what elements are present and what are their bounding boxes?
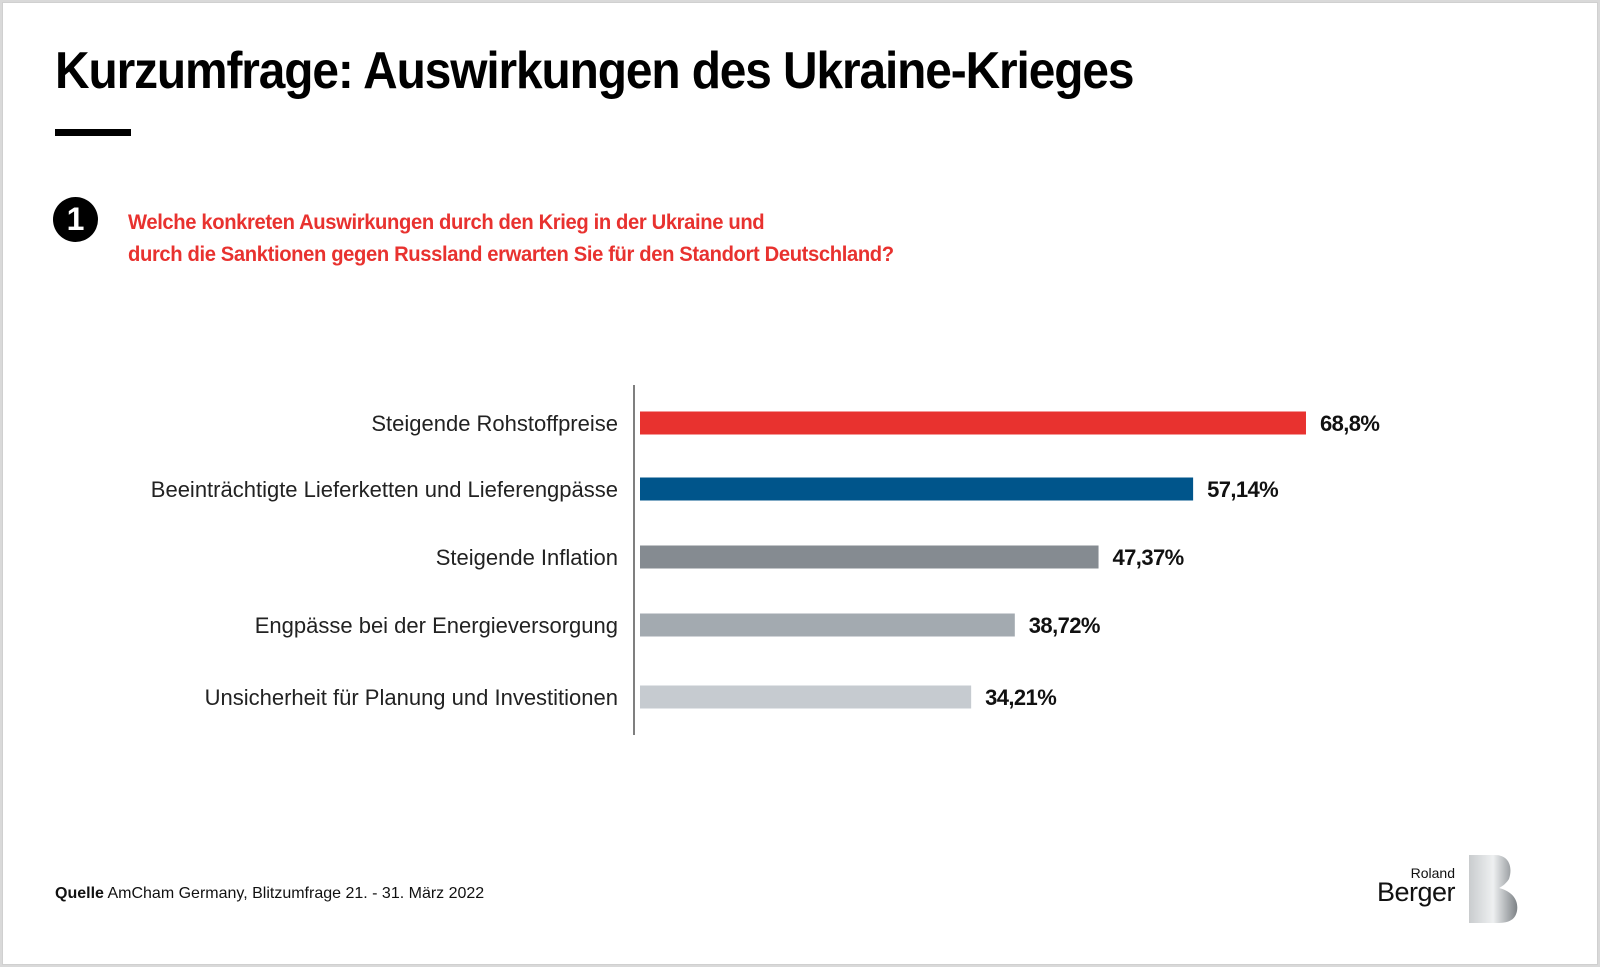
bar [640, 411, 1306, 435]
bar [640, 685, 972, 709]
page-title: Kurzumfrage: Auswirkungen des Ukraine-Kr… [55, 42, 1134, 100]
source-note: Quelle AmCham Germany, Blitzumfrage 21. … [55, 885, 484, 903]
source-label: Quelle [55, 885, 104, 902]
logo-text-roland: Roland [1410, 865, 1455, 881]
survey-question: Welche konkreten Auswirkungen durch den … [128, 206, 894, 270]
value-label: 57,14% [1207, 477, 1278, 502]
bar [640, 613, 1015, 637]
logo-text-berger: Berger [1376, 877, 1456, 907]
bar [640, 545, 1099, 569]
bar [640, 477, 1194, 501]
bar-chart: Steigende Rohstoffpreise 68,8% Beeinträcht… [151, 385, 1380, 735]
category-label: Engpässe bei der Energieversorgung [255, 613, 618, 638]
value-label: 38,72% [1029, 613, 1100, 638]
question-number-badge: 1 [53, 197, 98, 242]
category-label: Unsicherheit für Planung und Investition… [205, 685, 618, 710]
value-label: 47,37% [1113, 545, 1184, 570]
value-label: 34,21% [985, 685, 1056, 710]
question-line-2: durch die Sanktionen gegen Russland erwa… [128, 242, 894, 266]
roland-berger-logo: Roland Berger [1371, 853, 1521, 925]
logo-b-mark-icon [1469, 855, 1518, 923]
question-line-1: Welche konkreten Auswirkungen durch den … [128, 210, 765, 234]
category-label: Steigende Inflation [436, 545, 618, 570]
category-label: Beeinträchtigte Lieferketten und Liefere… [151, 477, 618, 502]
category-label: Steigende Rohstoffpreise [371, 411, 618, 436]
title-underline [55, 129, 131, 136]
source-text: AmCham Germany, Blitzumfrage 21. - 31. M… [107, 885, 485, 902]
value-label: 68,8% [1320, 411, 1379, 436]
